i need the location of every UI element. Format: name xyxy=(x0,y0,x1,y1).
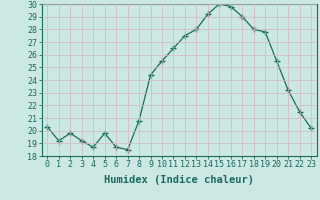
X-axis label: Humidex (Indice chaleur): Humidex (Indice chaleur) xyxy=(104,175,254,185)
